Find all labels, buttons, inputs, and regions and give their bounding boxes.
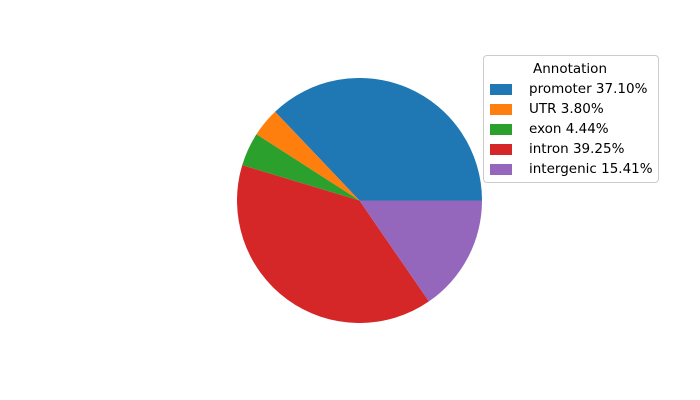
legend-label-intergenic: intergenic 15.41%	[529, 161, 653, 177]
legend-title: Annotation	[532, 61, 608, 77]
legend-item-exon: exon 4.44%	[490, 119, 650, 139]
legend-label-intron: intron 39.25%	[529, 141, 625, 157]
legend-label-exon: exon 4.44%	[529, 121, 609, 137]
pie-slice-intron	[237, 165, 429, 323]
legend-item-intergenic: intergenic 15.41%	[490, 159, 653, 179]
legend-label-promoter: promoter 37.10%	[529, 81, 648, 97]
legend-item-promoter: promoter 37.10%	[490, 79, 650, 99]
legend-item-intron: intron 39.25%	[490, 139, 650, 159]
pie-slice-promoter	[275, 78, 482, 201]
legend-swatch-intron	[490, 143, 512, 155]
pie-slice-intergenic	[359, 200, 482, 302]
legend-swatch-exon	[490, 123, 512, 135]
legend: Annotation promoter 37.10% UTR 3.80% exo…	[483, 55, 659, 183]
pie-slice-exon	[242, 134, 360, 201]
pie-slice-UTR	[256, 111, 360, 201]
legend-swatch-utr	[490, 103, 512, 115]
pie-chart	[237, 78, 482, 323]
legend-swatch-intergenic	[490, 163, 512, 175]
legend-item-utr: UTR 3.80%	[490, 99, 650, 119]
legend-label-utr: UTR 3.80%	[529, 101, 604, 117]
legend-swatch-promoter	[490, 83, 512, 95]
